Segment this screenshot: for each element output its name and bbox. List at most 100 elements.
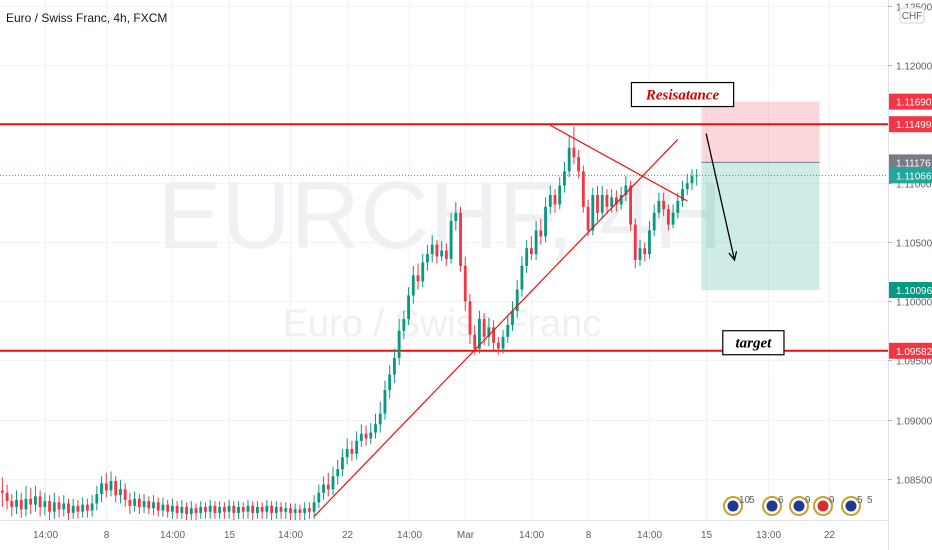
price-label-text: 1.11690: [896, 98, 932, 109]
candle: [336, 459, 340, 485]
annotation-label[interactable]: target: [722, 330, 785, 356]
y-tick-label: 1.11000: [896, 180, 932, 191]
event-badge-count: 5: [867, 495, 873, 506]
currency-button[interactable]: CHF: [899, 7, 925, 24]
candle-body: [76, 505, 80, 512]
candle-body: [307, 508, 311, 512]
candle-body: [558, 185, 562, 205]
candle-body: [506, 325, 510, 337]
candle-body: [133, 498, 137, 506]
price-label-text: 1.09582: [896, 347, 932, 358]
candle-body: [289, 508, 292, 513]
candle-body: [241, 507, 245, 512]
candle: [407, 287, 410, 325]
candle-body: [293, 509, 297, 513]
candle: [303, 502, 307, 520]
candle: [0, 477, 4, 507]
candle-body: [180, 507, 184, 513]
candle-body: [194, 508, 198, 513]
candle: [237, 501, 240, 519]
watermark-name: Euro / Swiss Franc: [283, 303, 602, 345]
trend-lines[interactable]: [313, 124, 688, 517]
candle: [34, 485, 37, 512]
candle-body: [303, 508, 307, 513]
event-badge[interactable]: 105: [723, 495, 755, 516]
candle-body: [67, 503, 70, 513]
candle: [548, 185, 552, 214]
candle: [156, 497, 160, 517]
candle: [553, 189, 557, 213]
candle-body: [185, 507, 188, 515]
event-badge[interactable]: 9: [813, 495, 835, 516]
take-profit-zone[interactable]: [701, 162, 820, 291]
event-badges[interactable]: 105 6 9 9 5 5: [723, 495, 873, 516]
price-label-text: 1.11499: [896, 120, 932, 131]
candle-body: [336, 469, 340, 477]
candle: [208, 499, 212, 519]
candle-body: [109, 481, 113, 491]
price-label-bg: [889, 93, 932, 110]
candle-body: [553, 195, 557, 205]
chart-title: Euro / Swiss Franc, 4h, FXCM: [6, 11, 167, 25]
event-badge-count: 5: [857, 495, 863, 506]
candle-body: [147, 501, 151, 509]
event-badge[interactable]: 6: [762, 495, 784, 516]
candle: [690, 169, 694, 191]
candle-body: [15, 499, 18, 507]
annotation-label[interactable]: Resisatance: [630, 81, 735, 108]
x-tick-label: 15: [701, 530, 713, 541]
candle: [5, 484, 9, 510]
candle: [109, 471, 113, 497]
arrow-head[interactable]: [728, 251, 738, 262]
candle-body: [520, 265, 524, 290]
time-axis[interactable]: 14:00 8 14:00 15 14:00 22 14:00 Mar 14:00 8 14:00 1…: [33, 530, 836, 541]
annotation-box: [722, 330, 785, 356]
candle-body: [359, 433, 363, 441]
y-tick-label: 1.10500: [896, 239, 932, 250]
candle-body: [473, 334, 477, 349]
candle: [695, 169, 699, 186]
price-label-text: 1.11066: [896, 171, 932, 182]
candle: [312, 495, 316, 519]
price-label: 1.11690: [889, 93, 932, 110]
candle: [468, 294, 472, 344]
candle: [326, 472, 330, 497]
candle-body: [114, 481, 118, 496]
candle-body: [468, 301, 472, 335]
stop-loss-zone[interactable]: [701, 101, 820, 163]
trend-line[interactable]: [549, 124, 688, 202]
candle: [152, 495, 155, 516]
candle-body: [605, 195, 609, 207]
annotations[interactable]: Resisatance target: [630, 81, 785, 356]
candle: [676, 192, 680, 219]
candle: [251, 501, 255, 520]
event-badge[interactable]: 9: [789, 495, 811, 516]
candle: [147, 496, 151, 515]
arrow-shaft[interactable]: [705, 133, 736, 261]
price-label-bg: [889, 154, 932, 171]
candle: [260, 502, 264, 519]
candlestick-series: [0, 126, 699, 520]
arrow-drawing[interactable]: [705, 133, 738, 262]
y-tick-label: 1.08500: [896, 476, 932, 487]
candle-body: [137, 498, 141, 507]
x-tick-label: 8: [104, 530, 110, 541]
candle: [577, 150, 581, 179]
trend-line[interactable]: [313, 139, 679, 517]
candle: [421, 254, 425, 288]
candle-body: [478, 319, 481, 349]
x-tick-label: 14:00: [278, 530, 303, 541]
candle: [567, 135, 571, 178]
candle: [563, 161, 566, 193]
candle-body: [90, 503, 94, 511]
candle: [48, 495, 52, 520]
candle: [449, 212, 453, 264]
position-tool[interactable]: [701, 101, 820, 291]
event-badge-count: 5: [749, 495, 755, 506]
candle-body: [326, 484, 330, 490]
candle-body: [85, 504, 89, 511]
candle-body: [270, 505, 274, 513]
candle-body: [671, 212, 675, 225]
